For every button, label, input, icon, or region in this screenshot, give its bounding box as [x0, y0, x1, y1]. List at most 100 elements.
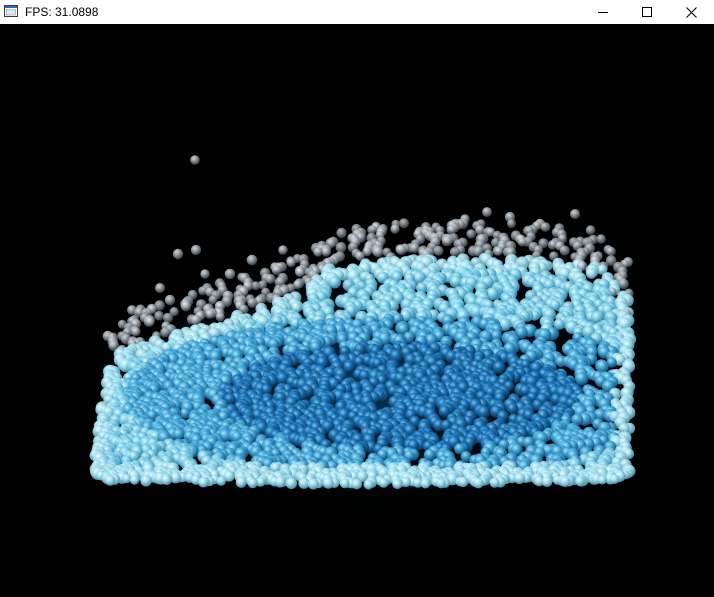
fluid-particle: [441, 235, 453, 247]
fluid-particle: [355, 251, 365, 261]
fluid-particle: [570, 209, 580, 219]
fluid-particle: [482, 207, 492, 217]
fluid-particle: [469, 304, 484, 319]
particle-fluid-scene: [70, 155, 670, 524]
fluid-particle: [122, 473, 132, 484]
fluid-particle: [363, 479, 374, 490]
fluid-particle: [540, 222, 551, 232]
fluid-particle: [274, 476, 286, 488]
fluid-particle: [313, 247, 323, 257]
fluid-particle: [164, 294, 176, 306]
fluid-particle: [275, 371, 289, 385]
fluid-particle: [585, 267, 597, 279]
fluid-particle: [494, 246, 504, 256]
fluid-particle: [216, 476, 226, 486]
fluid-particle: [395, 244, 407, 256]
fluid-particle: [278, 245, 288, 255]
fluid-particle: [131, 327, 141, 337]
fluid-particle: [538, 238, 549, 249]
fluid-particle: [446, 225, 457, 235]
render-viewport[interactable]: [0, 24, 714, 597]
fluid-particle: [519, 384, 531, 397]
fluid-particle: [328, 276, 341, 289]
fluid-particle: [198, 476, 209, 488]
fluid-particle: [160, 327, 171, 338]
fluid-particle: [433, 245, 444, 256]
fluid-particle: [513, 472, 526, 485]
fluid-particle: [129, 475, 140, 485]
fluid-particle: [104, 475, 116, 486]
fluid-particle: [595, 360, 609, 373]
fluid-particle: [416, 282, 427, 294]
fluid-particle: [438, 405, 451, 418]
fluid-particle: [204, 309, 215, 319]
fluid-particle: [145, 317, 155, 327]
fluid-particle: [605, 255, 617, 266]
fluid-particle: [140, 475, 152, 487]
minimize-icon: [598, 7, 608, 17]
fluid-particle: [575, 371, 589, 386]
fluid-particle: [180, 300, 192, 312]
fluid-particle: [286, 257, 296, 268]
fluid-particle: [466, 229, 476, 239]
fluid-particle: [208, 295, 218, 305]
fluid-particle: [353, 356, 365, 367]
window-title: FPS: 31.0898: [25, 5, 99, 19]
fluid-particle: [585, 225, 596, 235]
fluid-particle: [410, 243, 420, 253]
fluid-particle: [490, 330, 503, 342]
fluid-particle: [215, 312, 225, 322]
fluid-particle: [403, 331, 415, 343]
fluid-particle: [154, 310, 164, 321]
fluid-particle: [392, 479, 403, 490]
fluid-particle: [155, 283, 165, 293]
fluid-particle: [321, 247, 332, 257]
fluid-particle: [336, 227, 347, 239]
app-window-icon[interactable]: [4, 4, 18, 18]
fluid-particle: [547, 240, 558, 250]
fluid-particle: [507, 403, 518, 414]
fluid-particle: [378, 477, 389, 488]
fluid-particle: [606, 246, 616, 257]
fluid-particle: [335, 242, 347, 253]
fluid-particle: [265, 273, 276, 284]
fluid-particle: [271, 265, 282, 276]
fluid-particle: [389, 349, 403, 363]
fluid-particle: [412, 271, 427, 285]
fluid-particle: [295, 267, 305, 277]
fluid-particle: [351, 478, 363, 490]
fluid-particle: [399, 218, 409, 229]
fluid-particle: [609, 474, 620, 484]
fluid-particle: [473, 477, 484, 489]
fluid-particle: [154, 300, 165, 311]
fluid-particle: [618, 278, 629, 290]
fluid-particle: [458, 476, 469, 488]
fluid-particle: [190, 314, 202, 326]
fluid-particle: [223, 393, 236, 405]
fluid-particle: [172, 428, 185, 440]
title-bar[interactable]: FPS: 31.0898: [0, 0, 714, 24]
fluid-particle: [507, 219, 516, 229]
maximize-button[interactable]: [624, 0, 670, 24]
minimize-button[interactable]: [580, 0, 626, 24]
fluid-particle: [285, 477, 298, 489]
fluid-particle: [172, 248, 184, 260]
fluid-particle: [475, 225, 485, 235]
fluid-particle: [247, 298, 258, 308]
maximize-icon: [642, 7, 652, 17]
fluid-particle: [322, 477, 334, 489]
fluid-particle: [606, 357, 617, 368]
fluid-particle: [597, 475, 608, 485]
fluid-particle: [358, 369, 371, 382]
close-button[interactable]: [668, 0, 714, 24]
fluid-particle: [190, 155, 200, 165]
particle-layer: [70, 155, 670, 524]
fluid-particle: [489, 477, 500, 488]
fluid-particle: [575, 476, 585, 486]
fluid-particle: [362, 247, 372, 257]
fluid-particle: [436, 478, 446, 489]
fluid-particle: [161, 475, 172, 485]
fluid-particle: [597, 264, 608, 275]
fluid-particle: [235, 477, 247, 488]
